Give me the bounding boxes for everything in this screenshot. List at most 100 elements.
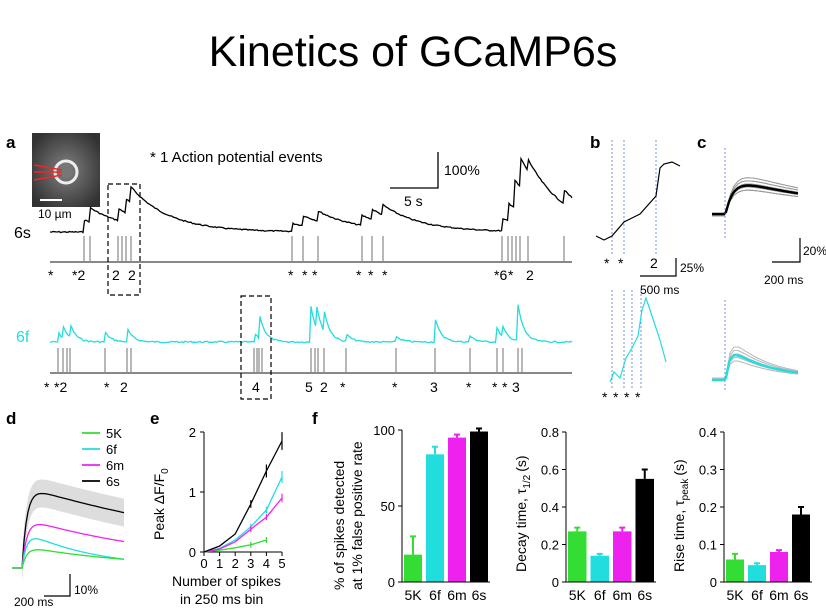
y-tick-label: 0 — [388, 575, 395, 590]
slide-title: Kinetics of GCaMP6s — [208, 28, 618, 76]
trace-6f — [49, 304, 573, 344]
bar — [426, 454, 444, 582]
bar — [404, 554, 422, 582]
cell-image — [32, 133, 100, 207]
f-ylabel-unit: (s) — [513, 455, 529, 471]
event-label: * — [382, 267, 388, 283]
event-label: * — [48, 267, 54, 283]
events-6s: * *2 2 2 * * * * * * *6 * 2 — [48, 267, 534, 283]
series-line — [203, 539, 267, 553]
x-tick-label: 5 — [278, 556, 285, 571]
y-tick-label: 2 — [189, 425, 196, 440]
y-tick-label: 0.4 — [699, 425, 717, 440]
y-tick-label: 0.3 — [699, 463, 717, 478]
panel-f-detection-chart: 0 50 100 5K 6f 6m 6s % of spikes detected at 1% … — [331, 423, 490, 603]
event-label: *6 — [494, 267, 507, 283]
trial-trace — [712, 177, 799, 215]
event-label: 2 — [650, 255, 658, 271]
x-tick-label: 3 — [247, 556, 254, 571]
series-line — [203, 440, 283, 553]
panel-f-rise-chart: 0 0.1 0.2 0.3 0.4 5K 6f 6m 6s Rise time, τpeak (s) — [671, 425, 812, 603]
panel-b-label: b — [590, 133, 600, 152]
f-ylabel-main: Rise time, τ — [671, 500, 687, 572]
f-detection-ylabel-1: % of spikes detected — [331, 461, 347, 590]
panel-c-6f-traces — [712, 346, 799, 382]
panel-a-scale-bar — [390, 152, 439, 189]
category-label: 6m — [447, 587, 466, 603]
trial-trace — [712, 360, 799, 380]
panel-c-6s-traces — [712, 177, 799, 217]
event-label: * — [635, 389, 641, 405]
bar — [613, 531, 632, 582]
panel-b-trace-6s — [595, 161, 681, 241]
event-label: * — [312, 267, 318, 283]
panel-c-scale-x: 200 ms — [764, 273, 803, 287]
event-label: * — [104, 379, 110, 395]
y-tick-label: 50 — [381, 499, 395, 514]
f-ylabel-sub: peak — [680, 478, 691, 501]
y-tick-label: 0.2 — [699, 500, 717, 515]
panel-b-scale-x: 500 ms — [640, 283, 679, 297]
events-6f: * *2 * 2 4 5 2 * * 3 * * * 3 — [44, 379, 520, 395]
error-band-6s — [22, 479, 124, 582]
x-tick-label: 0 — [200, 556, 207, 571]
event-label: * — [288, 267, 294, 283]
panel-c-scale-y: 20% — [803, 244, 826, 258]
legend-label: 6m — [106, 458, 124, 473]
event-label: 2 — [320, 379, 328, 395]
average-trace — [12, 549, 125, 569]
panel-a-legend: * 1 Action potential events — [150, 149, 323, 166]
event-label: * — [508, 267, 514, 283]
y-tick-label: 100 — [373, 423, 395, 438]
panel-d-scale-x: 200 ms — [14, 595, 53, 609]
category-label: 6m — [769, 587, 788, 603]
category-label: 5K — [569, 587, 587, 603]
panel-a-scale-x: 5 s — [404, 193, 423, 209]
trial-trace — [712, 346, 799, 381]
image-scale-bar-label: 10 µm — [38, 207, 72, 221]
y-tick-label: 0 — [189, 545, 196, 560]
panel-b-dotted-lines — [611, 140, 657, 390]
highlight-box-6f — [240, 295, 272, 400]
panel-b-scale-y: 25% — [680, 261, 704, 275]
f-ylabel-unit: (s) — [671, 459, 687, 475]
panel-b-events-6f: * * * * — [602, 389, 641, 405]
panel-c-scale-bar — [772, 238, 801, 263]
series-line — [203, 497, 283, 553]
bar — [792, 514, 810, 582]
panel-e-ylabel-main: Peak ΔF/F — [151, 474, 167, 540]
legend-label: 6f — [106, 442, 117, 457]
category-label: 6m — [613, 587, 632, 603]
event-label: * — [302, 267, 308, 283]
bar — [470, 431, 488, 582]
category-label: 6s — [794, 587, 809, 603]
category-label: 6f — [751, 587, 763, 603]
event-label: *2 — [54, 379, 67, 395]
event-label: * — [368, 267, 374, 283]
event-label: * — [466, 379, 472, 395]
event-label: * — [492, 379, 498, 395]
panel-f-label: f — [312, 409, 318, 428]
legend-label: 6s — [106, 474, 120, 489]
event-label: * — [44, 379, 50, 395]
trace-6f-label: 6f — [16, 329, 30, 346]
event-label: 3 — [430, 379, 438, 395]
raster-6s — [50, 236, 572, 263]
panel-e-ylabel: Peak ΔF/F0 — [151, 468, 171, 540]
event-label: * — [602, 389, 608, 405]
y-tick-label: 0 — [710, 575, 717, 590]
category-label: 6s — [472, 587, 487, 603]
y-tick-label: 0.4 — [541, 500, 559, 515]
average-trace — [12, 538, 125, 569]
series-line — [203, 476, 283, 553]
f-ylabel-sub: 1/2 — [522, 474, 533, 488]
y-tick-label: 0.1 — [699, 538, 717, 553]
average-trace — [12, 492, 125, 569]
panel-d-label: d — [6, 409, 16, 428]
event-label: *2 — [72, 267, 85, 283]
mean-trace-6s — [712, 184, 799, 216]
category-label: 6f — [594, 587, 606, 603]
y-tick-label: 0.8 — [541, 425, 559, 440]
